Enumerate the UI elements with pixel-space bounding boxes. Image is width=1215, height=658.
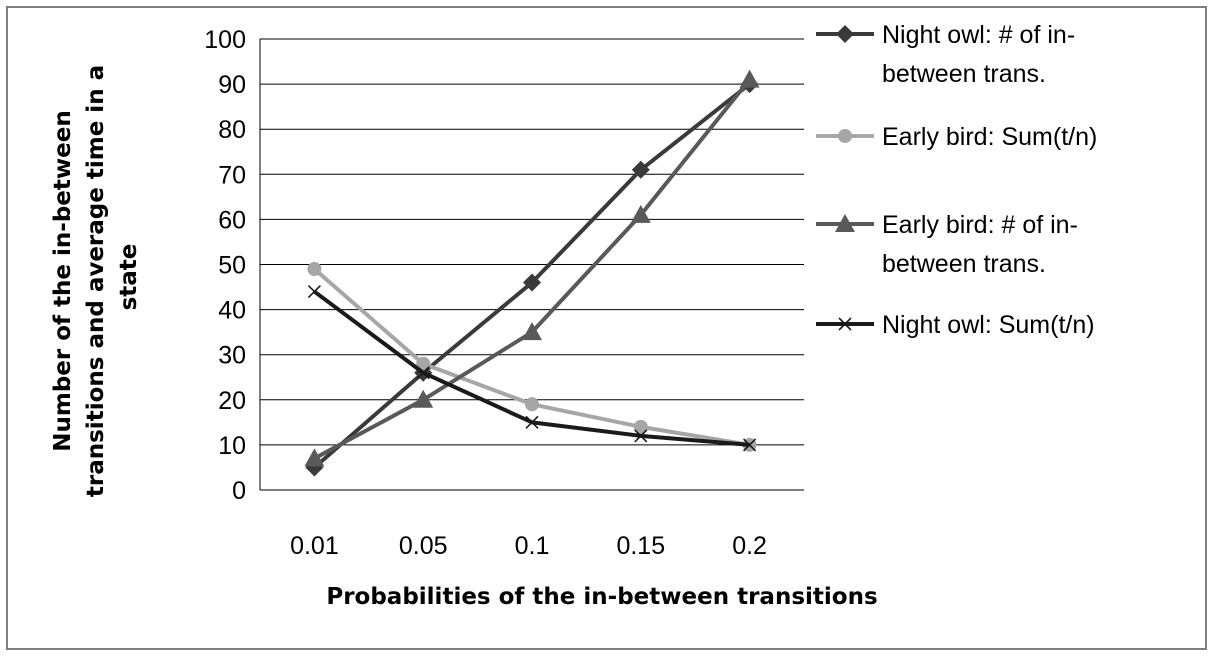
data-point — [525, 397, 539, 412]
legend-marker — [836, 25, 854, 43]
y-tick-label: 100 — [204, 26, 246, 54]
series-1 — [305, 75, 759, 477]
y-tick-label: 60 — [218, 206, 246, 234]
legend-label: Early bird: # of in- — [882, 211, 1078, 239]
legend-label: Night owl: # of in- — [882, 21, 1075, 49]
series-line — [313, 267, 750, 447]
y-tick-label: 50 — [218, 252, 246, 280]
data-point — [631, 160, 650, 179]
legend: Night owl: # of in-between trans.Early b… — [816, 21, 1097, 339]
y-tick-label: 20 — [218, 387, 246, 415]
legend-label: between trans. — [882, 60, 1046, 88]
y-tick-label: 90 — [218, 71, 246, 99]
x-axis-title: Probabilities of the in-between transiti… — [326, 584, 877, 610]
data-point — [739, 69, 760, 88]
series-lines — [304, 69, 760, 477]
legend-marker — [838, 317, 852, 331]
data-point — [416, 366, 430, 380]
y-axis-title-line-2: transitions and average time in a — [83, 65, 109, 497]
data-point — [522, 322, 542, 341]
x-tick-label: 0.2 — [732, 532, 767, 560]
y-axis-title-line-1: Number of the in-between — [50, 110, 76, 451]
legend-marker — [838, 129, 852, 143]
data-point — [307, 284, 321, 299]
data-point — [416, 356, 431, 371]
legend-label: Night owl: Sum(t/n) — [882, 311, 1095, 339]
data-point — [525, 415, 539, 429]
legend-entry: Early bird: # of in-between trans. — [816, 211, 1078, 278]
y-tick-label: 70 — [218, 161, 246, 189]
series-3 — [304, 69, 760, 467]
data-point — [630, 204, 651, 223]
data-point — [307, 262, 322, 277]
y-tick-label: 80 — [218, 116, 246, 144]
x-tick-label: 0.15 — [616, 532, 665, 560]
data-point — [304, 448, 325, 467]
legend-label: between trans. — [882, 250, 1046, 278]
x-tick-label: 0.05 — [399, 532, 448, 560]
data-point — [633, 419, 648, 434]
data-point — [634, 429, 648, 443]
legend-label: Early bird: Sum(t/n) — [882, 123, 1097, 151]
y-axis-title-line-3: state — [116, 244, 142, 311]
series-4 — [307, 284, 757, 452]
y-tick-label: 0 — [232, 477, 246, 505]
y-tick-label: 40 — [218, 297, 246, 325]
y-tick-label: 10 — [218, 432, 246, 460]
axes — [259, 39, 804, 491]
x-tick-label: 0.01 — [290, 532, 339, 560]
y-axis-title: Number of the in-between transitions and… — [50, 57, 142, 497]
y-tick-labels: 0 10 20 30 40 50 60 70 80 90 100 — [204, 26, 246, 505]
data-point — [413, 389, 434, 408]
gridlines — [260, 38, 804, 446]
chart-frame: 0 10 20 30 40 50 60 70 80 90 100 0.01 0.05 0.1 0.15 0.… — [6, 6, 1207, 650]
data-point — [523, 273, 541, 292]
x-tick-label: 0.1 — [515, 532, 550, 560]
x-tick-labels: 0.01 0.05 0.1 0.15 0.2 — [290, 532, 767, 560]
legend-entry: Early bird: Sum(t/n) — [816, 123, 1097, 151]
data-point — [743, 438, 757, 452]
legend-entry: Night owl: # of in-between trans. — [816, 21, 1075, 88]
legend-marker — [835, 214, 855, 232]
y-tick-label: 30 — [218, 342, 246, 370]
legend-entry: Night owl: Sum(t/n) — [816, 311, 1095, 339]
